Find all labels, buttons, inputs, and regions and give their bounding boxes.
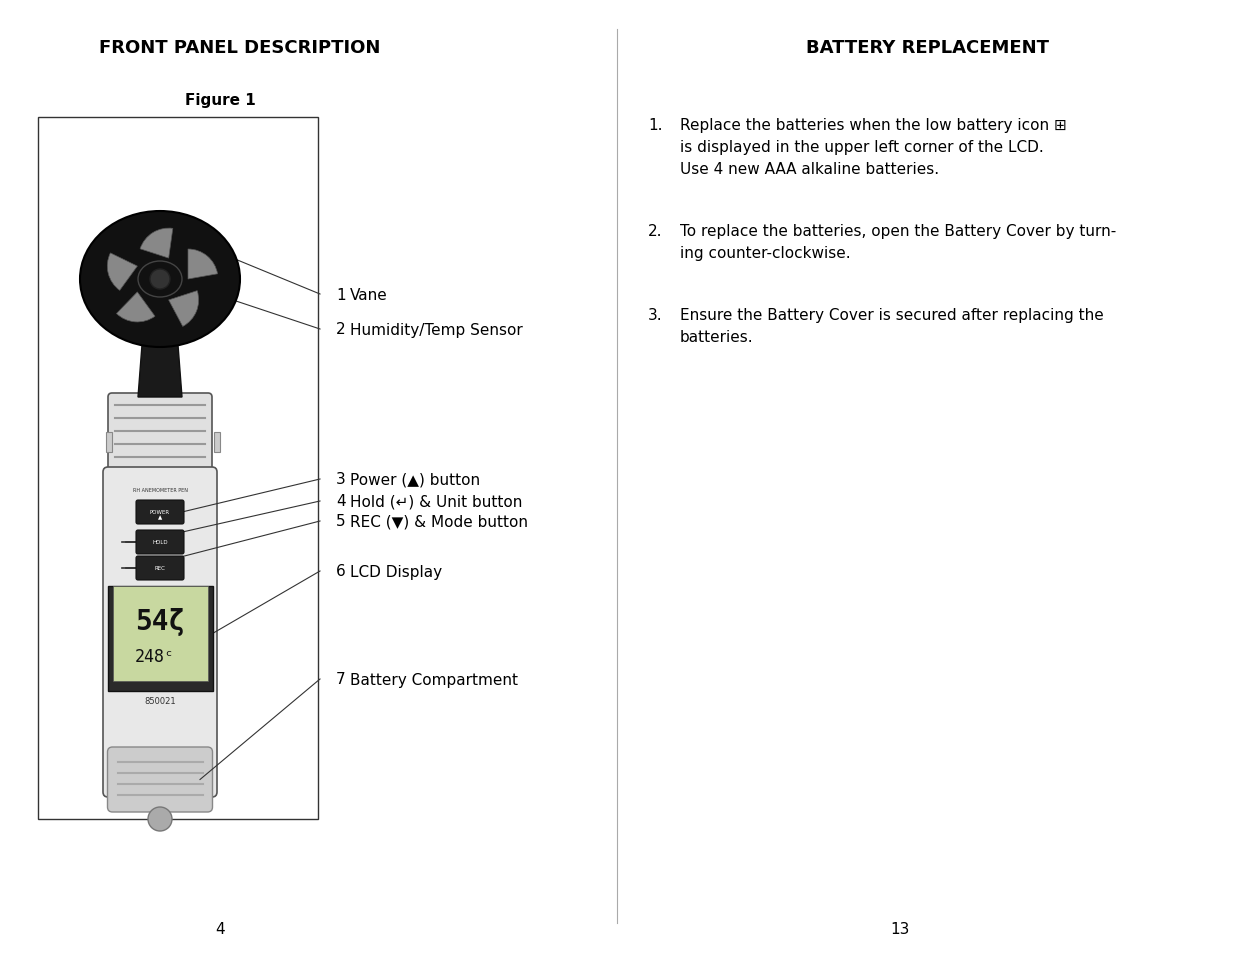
FancyBboxPatch shape [103, 468, 217, 797]
Text: 1: 1 [336, 287, 346, 302]
Circle shape [148, 807, 172, 831]
Text: 3.: 3. [648, 308, 663, 323]
Bar [214, 433, 220, 453]
Wedge shape [188, 250, 217, 280]
Text: REC: REC [154, 566, 165, 571]
Text: 2.: 2. [648, 224, 662, 239]
Text: Ensure the Battery Cover is secured after replacing the: Ensure the Battery Cover is secured afte… [680, 308, 1104, 323]
FancyBboxPatch shape [136, 500, 184, 524]
Wedge shape [140, 229, 173, 259]
Text: To replace the batteries, open the Battery Cover by turn-: To replace the batteries, open the Batte… [680, 224, 1116, 239]
Text: Battery Compartment: Battery Compartment [350, 672, 517, 687]
Text: Humidity/Temp Sensor: Humidity/Temp Sensor [350, 322, 522, 337]
Text: 54ζ: 54ζ [135, 607, 185, 636]
Text: ing counter-clockwise.: ing counter-clockwise. [680, 246, 851, 261]
Text: ▲: ▲ [158, 515, 162, 520]
Wedge shape [116, 293, 154, 323]
Bar [38, 118, 317, 820]
Bar [112, 586, 207, 681]
Text: Use 4 new AAA alkaline batteries.: Use 4 new AAA alkaline batteries. [680, 162, 939, 177]
Wedge shape [107, 253, 137, 291]
Text: 4: 4 [336, 494, 346, 509]
Bar [107, 586, 212, 691]
Text: HOLD: HOLD [152, 540, 168, 545]
Text: BATTERY REPLACEMENT: BATTERY REPLACEMENT [805, 39, 1049, 57]
Text: RH ANEMOMETER PEN: RH ANEMOMETER PEN [132, 488, 188, 493]
FancyBboxPatch shape [136, 531, 184, 555]
Polygon shape [138, 346, 182, 397]
Text: 13: 13 [890, 922, 910, 937]
Text: 3: 3 [336, 472, 346, 487]
Text: 248ᶜ: 248ᶜ [135, 647, 175, 665]
FancyBboxPatch shape [107, 747, 212, 812]
Bar [106, 433, 112, 453]
Text: 850021: 850021 [144, 697, 175, 706]
Text: batteries.: batteries. [680, 330, 753, 345]
Text: 1.: 1. [648, 118, 662, 132]
Text: 6: 6 [336, 564, 346, 578]
Text: Figure 1: Figure 1 [184, 92, 256, 108]
Text: Hold (↵) & Unit button: Hold (↵) & Unit button [350, 494, 522, 509]
Text: 2: 2 [336, 322, 346, 337]
Text: 7: 7 [336, 672, 346, 687]
FancyBboxPatch shape [107, 394, 212, 476]
Text: 5: 5 [336, 514, 346, 529]
Text: Vane: Vane [350, 287, 388, 302]
Circle shape [149, 270, 170, 290]
Text: is displayed in the upper left corner of the LCD.: is displayed in the upper left corner of… [680, 140, 1044, 154]
Text: REC (▼) & Mode button: REC (▼) & Mode button [350, 514, 529, 529]
Text: Replace the batteries when the low battery icon ⊞: Replace the batteries when the low batte… [680, 118, 1067, 132]
Ellipse shape [80, 212, 240, 348]
Wedge shape [169, 292, 199, 327]
FancyBboxPatch shape [136, 557, 184, 580]
Text: POWER: POWER [149, 510, 170, 515]
Text: 4: 4 [215, 922, 225, 937]
Text: Power (▲) button: Power (▲) button [350, 472, 480, 487]
Text: LCD Display: LCD Display [350, 564, 442, 578]
Text: FRONT PANEL DESCRIPTION: FRONT PANEL DESCRIPTION [99, 39, 380, 57]
